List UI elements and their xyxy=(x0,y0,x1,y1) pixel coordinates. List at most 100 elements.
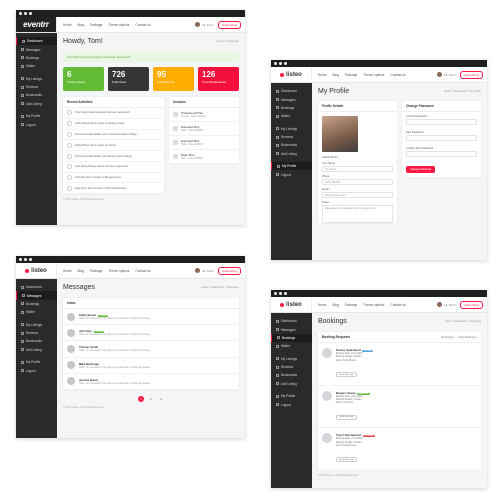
nav-package[interactable]: Package xyxy=(89,22,103,27)
nav-contact[interactable]: Contact us xyxy=(390,302,406,307)
nav-theme-options[interactable]: Theme options xyxy=(108,22,130,27)
confirm-password-field[interactable] xyxy=(406,151,477,157)
nav-home[interactable]: Home xyxy=(318,72,327,77)
email-field[interactable]: tom@example.com xyxy=(322,192,393,198)
nav-blog[interactable]: Blog xyxy=(332,302,339,307)
sidebar-item-my-listings[interactable]: My Listings xyxy=(16,75,57,83)
add-listing-button[interactable]: Add Listing xyxy=(460,300,483,309)
upload-photo-button[interactable]: Upload Photo xyxy=(322,156,338,159)
phone-field[interactable]: (123) 123-456 xyxy=(322,179,393,185)
brand-logo[interactable]: listeo xyxy=(16,263,57,278)
sidebar-item-messages[interactable]: Messages xyxy=(16,291,57,300)
message-item[interactable]: Mike Behringer Hello, I'm interested in t… xyxy=(63,358,239,374)
brand-logo[interactable]: eventrr xyxy=(16,17,57,32)
sidebar-item-logout[interactable]: Logout xyxy=(16,120,57,128)
sidebar-item-messages[interactable]: Messages xyxy=(16,45,57,53)
sidebar-item-logout[interactable]: Logout xyxy=(271,400,312,408)
brand-logo[interactable]: listeo xyxy=(271,297,312,312)
sidebar-item-add-listing[interactable]: Add Listing xyxy=(271,380,312,388)
user-menu[interactable]: Hi, Tom ! xyxy=(437,302,456,307)
page-1-button[interactable]: 1 xyxy=(138,395,144,402)
sidebar-item-wallet[interactable]: Wallet xyxy=(16,308,57,316)
sidebar-item-reviews[interactable]: Reviews xyxy=(271,363,312,371)
send-message-button[interactable]: Send Message xyxy=(336,414,357,420)
sidebar-item-bookmarks[interactable]: Bookmarks xyxy=(16,337,57,345)
brand-logo[interactable]: listeo xyxy=(271,67,312,82)
new-password-field[interactable] xyxy=(406,135,477,141)
sidebar-item-messages[interactable]: Messages xyxy=(271,325,312,333)
sidebar-item-bookmarks[interactable]: Bookmarks xyxy=(16,91,57,99)
nav-package[interactable]: Package xyxy=(89,268,103,273)
sidebar-item-logout[interactable]: Logout xyxy=(271,170,312,178)
listing-filter-dropdown[interactable]: All Listings ▾ xyxy=(440,335,455,339)
invoice-item[interactable]: Professional Plan Unpaid · Order #00124 xyxy=(169,108,239,122)
nav-package[interactable]: Package xyxy=(344,302,358,307)
add-listing-button[interactable]: Add Listing xyxy=(218,20,241,29)
sidebar-item-my-profile[interactable]: My Profile xyxy=(271,392,312,400)
invoice-item[interactable]: Extended Plan Paid · Order #00108 xyxy=(169,122,239,136)
sidebar-item-wallet[interactable]: Wallet xyxy=(271,342,312,350)
add-listing-button[interactable]: Add Listing xyxy=(218,266,241,275)
avatar xyxy=(437,72,443,77)
message-item[interactable]: Thomas Smith Hello, I'm interested in the… xyxy=(63,341,239,358)
sidebar-item-messages[interactable]: Messages xyxy=(271,95,312,103)
nav-contact[interactable]: Contact us xyxy=(135,268,151,273)
sidebar-item-my-profile[interactable]: My Profile xyxy=(16,358,57,366)
sidebar-item-bookings[interactable]: Bookings xyxy=(16,300,57,308)
change-password-button[interactable]: Change Password xyxy=(406,166,436,173)
user-menu[interactable]: Hi, Tom ! xyxy=(195,268,214,273)
nav-blog[interactable]: Blog xyxy=(332,72,339,77)
sidebar-item-my-profile[interactable]: My Profile xyxy=(271,162,312,171)
sidebar-item-dashboard[interactable]: Dashboard xyxy=(271,317,312,325)
sidebar-item-bookings[interactable]: Bookings xyxy=(16,54,57,62)
sidebar-item-bookmarks[interactable]: Bookmarks xyxy=(271,141,312,149)
add-listing-button[interactable]: Add Listing xyxy=(460,70,483,79)
sidebar-label: Bookmarks xyxy=(26,93,42,98)
user-menu[interactable]: Hi, Tom ! xyxy=(437,72,456,77)
sidebar-item-dashboard[interactable]: Dashboard xyxy=(16,37,57,46)
sidebar-item-wallet[interactable]: Wallet xyxy=(16,62,57,70)
nav-contact[interactable]: Contact us xyxy=(390,72,406,77)
sidebar-item-reviews[interactable]: Reviews xyxy=(16,329,57,337)
nav-contact[interactable]: Contact us xyxy=(135,22,151,27)
sidebar-item-my-listings[interactable]: My Listings xyxy=(271,355,312,363)
sidebar-item-wallet[interactable]: Wallet xyxy=(271,112,312,120)
sidebar-item-my-profile[interactable]: My Profile xyxy=(16,112,57,120)
sidebar-item-my-listings[interactable]: My Listings xyxy=(271,125,312,133)
sidebar-item-bookings[interactable]: Bookings xyxy=(271,104,312,112)
sidebar-item-dashboard[interactable]: Dashboard xyxy=(16,283,57,291)
sidebar-item-add-listing[interactable]: Add Listing xyxy=(16,346,57,354)
user-menu[interactable]: Hi, Tom ! xyxy=(195,22,214,27)
message-item[interactable]: John Doe Unread Hello, I'm interested in t… xyxy=(63,325,239,342)
nav-blog[interactable]: Blog xyxy=(77,22,84,27)
sidebar-item-bookmarks[interactable]: Bookmarks xyxy=(271,371,312,379)
nav-theme-options[interactable]: Theme options xyxy=(363,302,385,307)
current-password-field[interactable] xyxy=(406,119,477,125)
name-field[interactable]: Tom Perrin xyxy=(322,166,393,172)
page-2-button[interactable]: 2 xyxy=(150,396,152,401)
nav-package[interactable]: Package xyxy=(344,72,358,77)
sidebar-item-dashboard[interactable]: Dashboard xyxy=(271,87,312,95)
nav-theme-options[interactable]: Theme options xyxy=(108,268,130,273)
nav-theme-options[interactable]: Theme options xyxy=(363,72,385,77)
sidebar-item-reviews[interactable]: Reviews xyxy=(16,83,57,91)
sidebar-item-add-listing[interactable]: Add Listing xyxy=(271,150,312,158)
invoice-item[interactable]: Basic Plan Paid · Order #00091 xyxy=(169,150,239,164)
send-message-button[interactable]: Send Message xyxy=(336,372,357,378)
sidebar-item-add-listing[interactable]: Add Listing xyxy=(16,100,57,108)
sidebar-item-bookings[interactable]: Bookings xyxy=(271,333,312,343)
nav-blog[interactable]: Blog xyxy=(77,268,84,273)
send-message-button[interactable]: Send Message xyxy=(336,457,357,463)
status-filter-dropdown[interactable]: Active Bookings ▾ xyxy=(458,335,477,339)
nav-home[interactable]: Home xyxy=(63,22,72,27)
page-3-button[interactable]: 3 xyxy=(160,396,162,401)
sidebar-item-reviews[interactable]: Reviews xyxy=(271,133,312,141)
nav-home[interactable]: Home xyxy=(63,268,72,273)
message-item[interactable]: Kathy Brown Unread Hello, I'm interested i… xyxy=(63,309,239,326)
nav-home[interactable]: Home xyxy=(318,302,327,307)
sidebar-item-logout[interactable]: Logout xyxy=(16,366,57,374)
message-item[interactable]: Jessica Nunez Hello, I'm interested in th… xyxy=(63,374,239,390)
notes-field[interactable]: Maecenas quis consequat libero, a feugia… xyxy=(322,205,393,223)
sidebar-item-my-listings[interactable]: My Listings xyxy=(16,321,57,329)
invoice-item[interactable]: Extended Plan Paid · Order #00097 xyxy=(169,136,239,150)
